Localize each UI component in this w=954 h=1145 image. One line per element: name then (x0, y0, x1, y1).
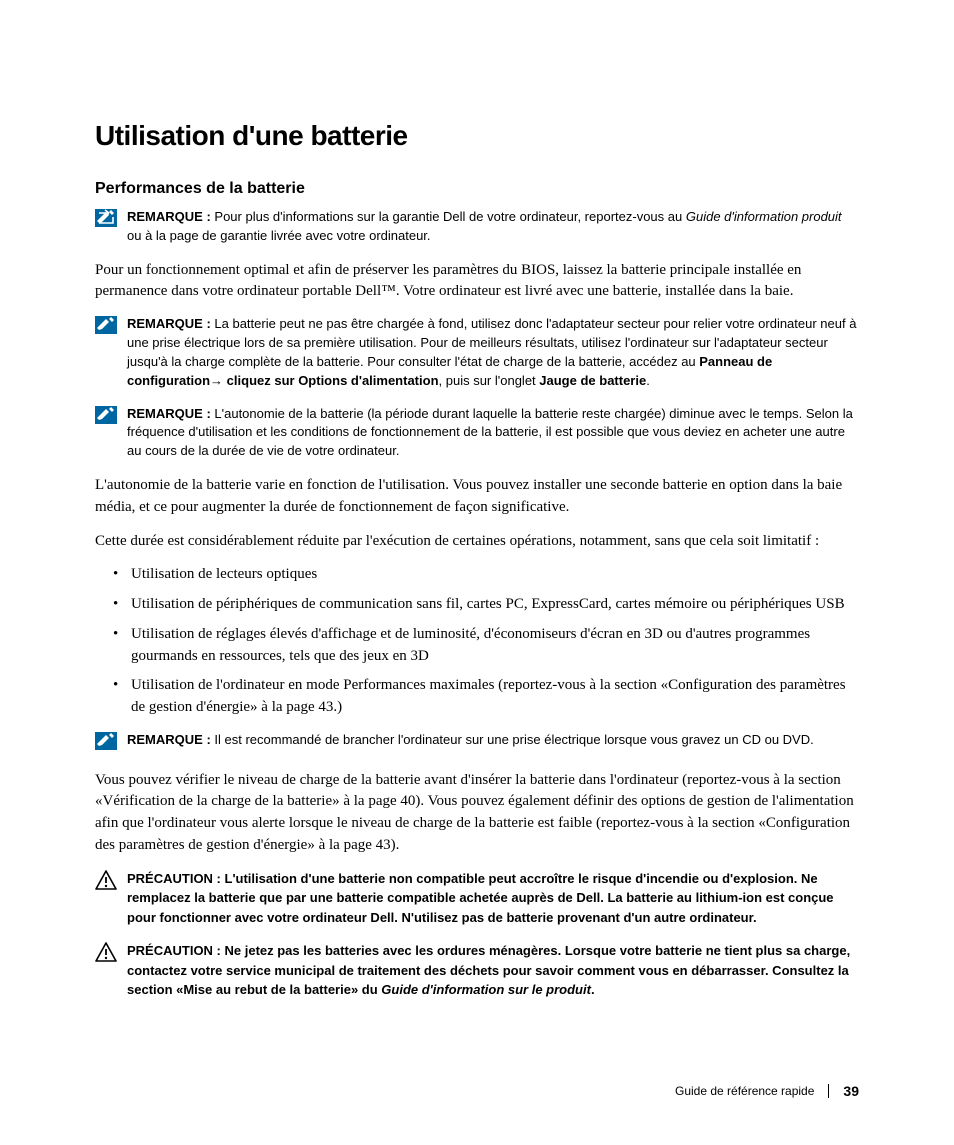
caution-text: . (591, 982, 595, 997)
list-item: Utilisation de l'ordinateur en mode Perf… (131, 675, 859, 719)
page-heading: Utilisation d'une batterie (95, 120, 859, 152)
note-icon (95, 731, 127, 756)
note-text: . (646, 373, 650, 388)
note-block: REMARQUE : Il est recommandé de brancher… (95, 731, 859, 756)
page-footer: Guide de référence rapide 39 (675, 1083, 859, 1099)
caution-block: PRÉCAUTION : Ne jetez pas les batteries … (95, 941, 859, 1000)
caution-text: L'utilisation d'une batterie non compati… (127, 871, 834, 925)
note-block: REMARQUE : Pour plus d'informations sur … (95, 208, 859, 246)
caution-label: PRÉCAUTION : (127, 871, 221, 886)
bullet-list: Utilisation de lecteurs optiques Utilisa… (95, 564, 859, 719)
list-item: Utilisation de lecteurs optiques (131, 564, 859, 586)
note-bold: cliquez sur Options d'alimentation (227, 373, 439, 388)
note-text: ou à la page de garantie livrée avec vot… (127, 228, 431, 243)
note-label: REMARQUE : (127, 732, 211, 747)
page-number: 39 (843, 1083, 859, 1099)
body-paragraph: Pour un fonctionnement optimal et afin d… (95, 260, 859, 304)
note-italic: Guide d'information produit (686, 209, 842, 224)
caution-label: PRÉCAUTION : (127, 943, 221, 958)
note-label: REMARQUE : (127, 316, 211, 331)
note-text: , puis sur l'onglet (439, 373, 540, 388)
note-icon (95, 315, 127, 340)
list-item: Utilisation de périphériques de communic… (131, 594, 859, 616)
body-paragraph: Vous pouvez vérifier le niveau de charge… (95, 770, 859, 857)
arrow-icon: → (210, 373, 227, 388)
note-text: Pour plus d'informations sur la garantie… (211, 209, 686, 224)
caution-icon (95, 941, 127, 968)
note-icon (95, 405, 127, 430)
note-label: REMARQUE : (127, 406, 211, 421)
footer-title: Guide de référence rapide (675, 1084, 814, 1098)
note-text: L'autonomie de la batterie (la période d… (127, 406, 853, 459)
caution-block: PRÉCAUTION : L'utilisation d'une batteri… (95, 869, 859, 928)
footer-divider (828, 1084, 829, 1098)
note-text: Il est recommandé de brancher l'ordinate… (211, 732, 814, 747)
note-icon (95, 208, 127, 233)
caution-icon (95, 869, 127, 896)
section-subheading: Performances de la batterie (95, 180, 859, 198)
body-paragraph: L'autonomie de la batterie varie en fonc… (95, 475, 859, 519)
caution-italic: Guide d'information sur le produit (381, 982, 591, 997)
note-block: REMARQUE : L'autonomie de la batterie (l… (95, 405, 859, 462)
note-label: REMARQUE : (127, 209, 211, 224)
note-block: REMARQUE : La batterie peut ne pas être … (95, 315, 859, 390)
note-bold: Jauge de batterie (539, 373, 646, 388)
body-paragraph: Cette durée est considérablement réduite… (95, 531, 859, 553)
list-item: Utilisation de réglages élevés d'afficha… (131, 624, 859, 668)
